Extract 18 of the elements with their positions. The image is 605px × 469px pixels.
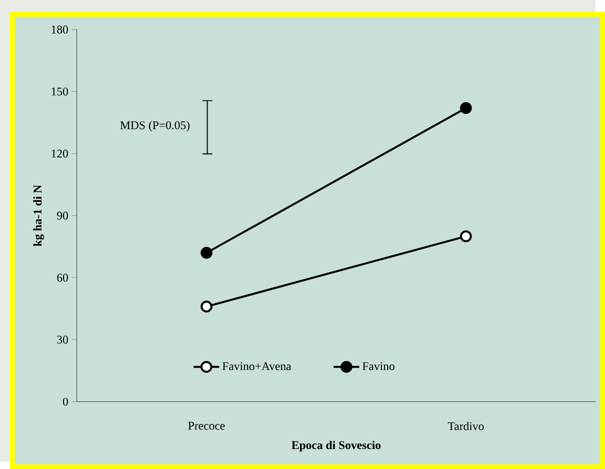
- y-tick-label: 0: [62, 398, 68, 406]
- x-tick-label: Precoce: [188, 422, 225, 430]
- y-tick-label: 180: [52, 25, 68, 34]
- y-tick-label: 30: [57, 336, 68, 344]
- legend-label: Favino: [362, 362, 394, 370]
- x-axis-title: Epoca di Sovescio: [292, 440, 381, 452]
- point: [460, 102, 472, 114]
- y-axis-title: kg ha-1 di N: [33, 184, 44, 246]
- y-tick-label: 60: [57, 274, 68, 282]
- point: [200, 246, 212, 259]
- y-tick-label: 90: [57, 212, 68, 220]
- annotation: MDS (P=0.05): [120, 120, 190, 132]
- point: [200, 300, 212, 312]
- legend-label: Favino+Avena: [222, 362, 292, 370]
- x-tick-label: Tardivo: [448, 422, 484, 430]
- y-tick-label: 120: [52, 150, 68, 158]
- y-tick-label: 150: [52, 88, 68, 96]
- point: [460, 230, 472, 242]
